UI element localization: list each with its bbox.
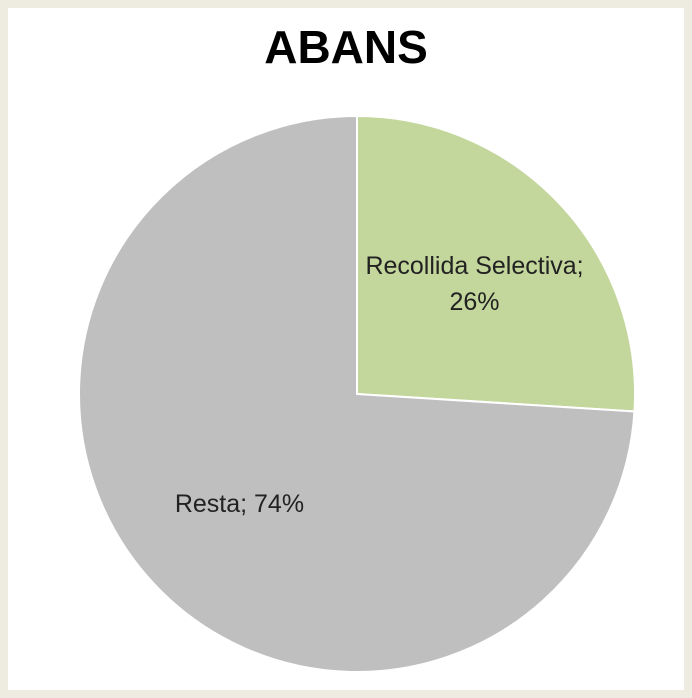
chart-title: ABANS [264, 21, 428, 73]
pie-slice [356, 114, 636, 413]
slice-label: Recollida Selectiva; 26% [365, 251, 584, 316]
slice-label: Resta; 74% [174, 490, 305, 519]
value-label: 74% [254, 490, 305, 519]
category-name: Resta [174, 490, 241, 519]
pie-slice [78, 114, 636, 673]
category-name: Recollida Selectiva [365, 251, 577, 280]
value-label: 26% [449, 287, 500, 316]
